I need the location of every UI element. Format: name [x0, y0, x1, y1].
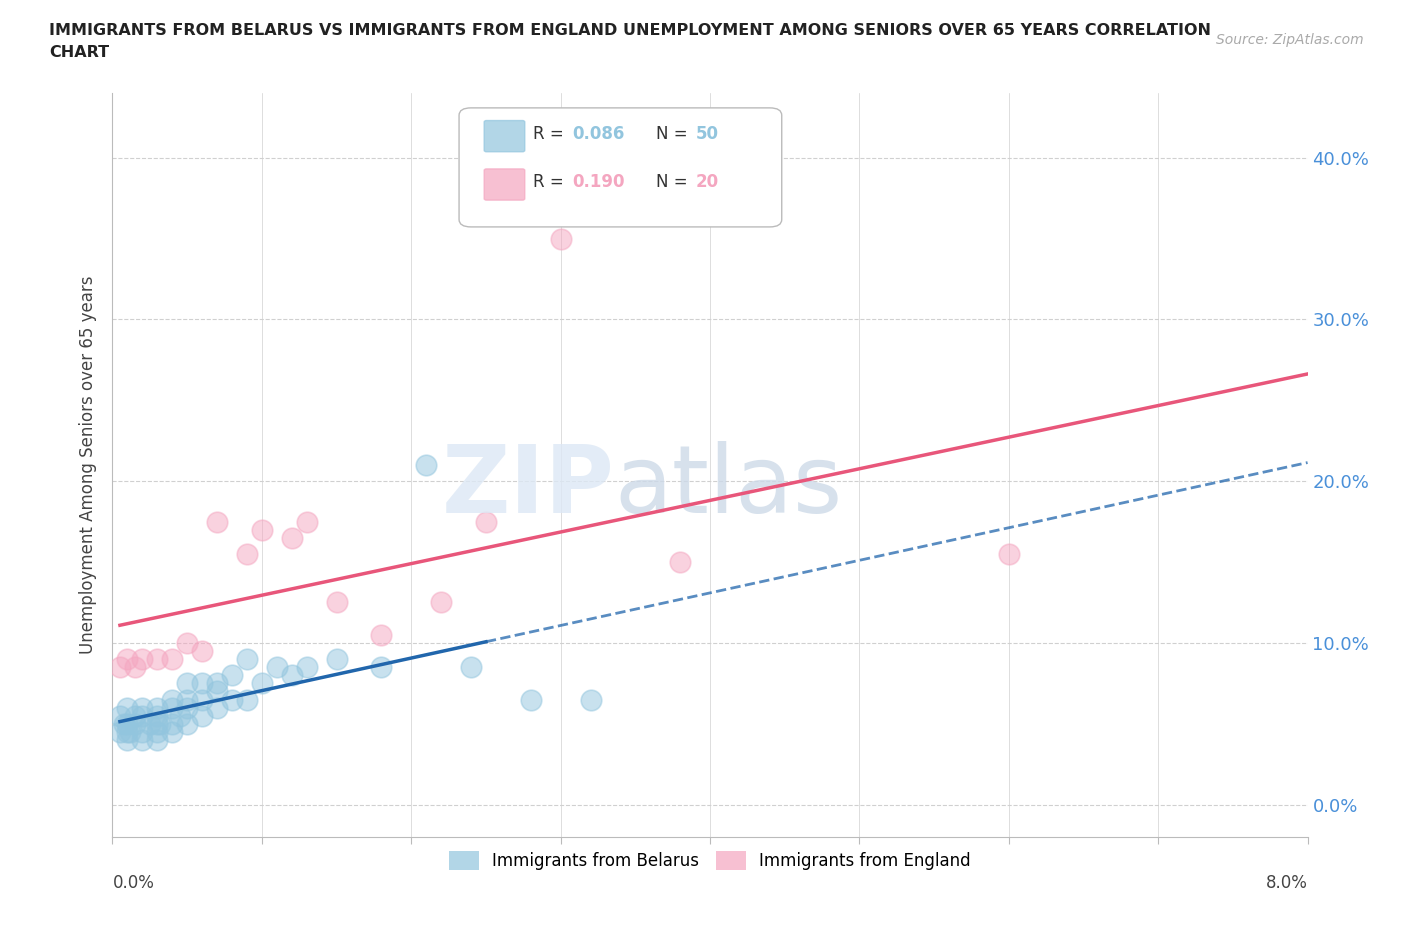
- FancyBboxPatch shape: [458, 108, 782, 227]
- Text: 50: 50: [696, 125, 718, 143]
- Point: [250, 523, 273, 538]
- Point: [325, 652, 347, 667]
- Point: [295, 514, 318, 529]
- Point: [146, 652, 169, 667]
- Point: [146, 709, 169, 724]
- Point: [117, 652, 139, 667]
- Point: [460, 659, 482, 674]
- Point: [191, 644, 214, 658]
- Point: [205, 514, 228, 529]
- Point: [250, 676, 273, 691]
- Point: [266, 659, 288, 674]
- Text: CHART: CHART: [49, 45, 110, 60]
- Point: [281, 668, 304, 683]
- Point: [108, 659, 131, 674]
- Point: [146, 724, 169, 739]
- Point: [146, 716, 169, 731]
- Point: [475, 514, 498, 529]
- Point: [149, 716, 172, 731]
- Point: [162, 652, 183, 667]
- Point: [998, 547, 1021, 562]
- Text: N =: N =: [657, 125, 693, 143]
- Point: [281, 530, 304, 545]
- Point: [120, 724, 142, 739]
- Text: atlas: atlas: [614, 442, 842, 533]
- Point: [430, 595, 453, 610]
- Point: [131, 700, 153, 715]
- Text: ZIP: ZIP: [441, 442, 614, 533]
- Point: [117, 716, 139, 731]
- Text: R =: R =: [533, 173, 569, 192]
- Point: [176, 716, 198, 731]
- Point: [236, 652, 259, 667]
- Point: [131, 652, 153, 667]
- Point: [191, 676, 214, 691]
- Point: [221, 668, 243, 683]
- Point: [114, 716, 135, 731]
- Point: [139, 716, 162, 731]
- Point: [236, 692, 259, 707]
- Point: [117, 733, 139, 748]
- Point: [205, 676, 228, 691]
- Point: [669, 554, 692, 569]
- Text: IMMIGRANTS FROM BELARUS VS IMMIGRANTS FROM ENGLAND UNEMPLOYMENT AMONG SENIORS OV: IMMIGRANTS FROM BELARUS VS IMMIGRANTS FR…: [49, 23, 1211, 38]
- Text: 0.190: 0.190: [572, 173, 626, 192]
- Text: 8.0%: 8.0%: [1265, 874, 1308, 892]
- Point: [550, 232, 572, 246]
- Point: [146, 700, 169, 715]
- Point: [236, 547, 259, 562]
- FancyBboxPatch shape: [484, 121, 524, 152]
- Text: 20: 20: [696, 173, 718, 192]
- Point: [124, 709, 146, 724]
- Point: [117, 724, 139, 739]
- Text: 0.0%: 0.0%: [112, 874, 155, 892]
- Point: [205, 684, 228, 698]
- Point: [191, 709, 214, 724]
- Point: [295, 659, 318, 674]
- Text: Source: ZipAtlas.com: Source: ZipAtlas.com: [1216, 33, 1364, 46]
- Point: [370, 659, 392, 674]
- Point: [205, 700, 228, 715]
- Point: [520, 692, 543, 707]
- Point: [162, 692, 183, 707]
- Point: [169, 709, 191, 724]
- Legend: Immigrants from Belarus, Immigrants from England: Immigrants from Belarus, Immigrants from…: [443, 844, 977, 877]
- Point: [415, 458, 437, 472]
- Point: [162, 700, 183, 715]
- Point: [131, 709, 153, 724]
- FancyBboxPatch shape: [484, 169, 524, 200]
- Text: 0.086: 0.086: [572, 125, 626, 143]
- Point: [124, 716, 146, 731]
- Y-axis label: Unemployment Among Seniors over 65 years: Unemployment Among Seniors over 65 years: [79, 276, 97, 654]
- Point: [131, 724, 153, 739]
- Point: [108, 709, 131, 724]
- Point: [176, 676, 198, 691]
- Point: [579, 692, 602, 707]
- Point: [325, 595, 347, 610]
- Point: [221, 692, 243, 707]
- Point: [162, 716, 183, 731]
- Point: [176, 700, 198, 715]
- Point: [131, 733, 153, 748]
- Point: [162, 724, 183, 739]
- Point: [146, 733, 169, 748]
- Point: [176, 692, 198, 707]
- Point: [124, 659, 146, 674]
- Point: [117, 700, 139, 715]
- Text: N =: N =: [657, 173, 693, 192]
- Point: [370, 628, 392, 643]
- Point: [108, 724, 131, 739]
- Text: R =: R =: [533, 125, 569, 143]
- Point: [176, 635, 198, 650]
- Point: [191, 692, 214, 707]
